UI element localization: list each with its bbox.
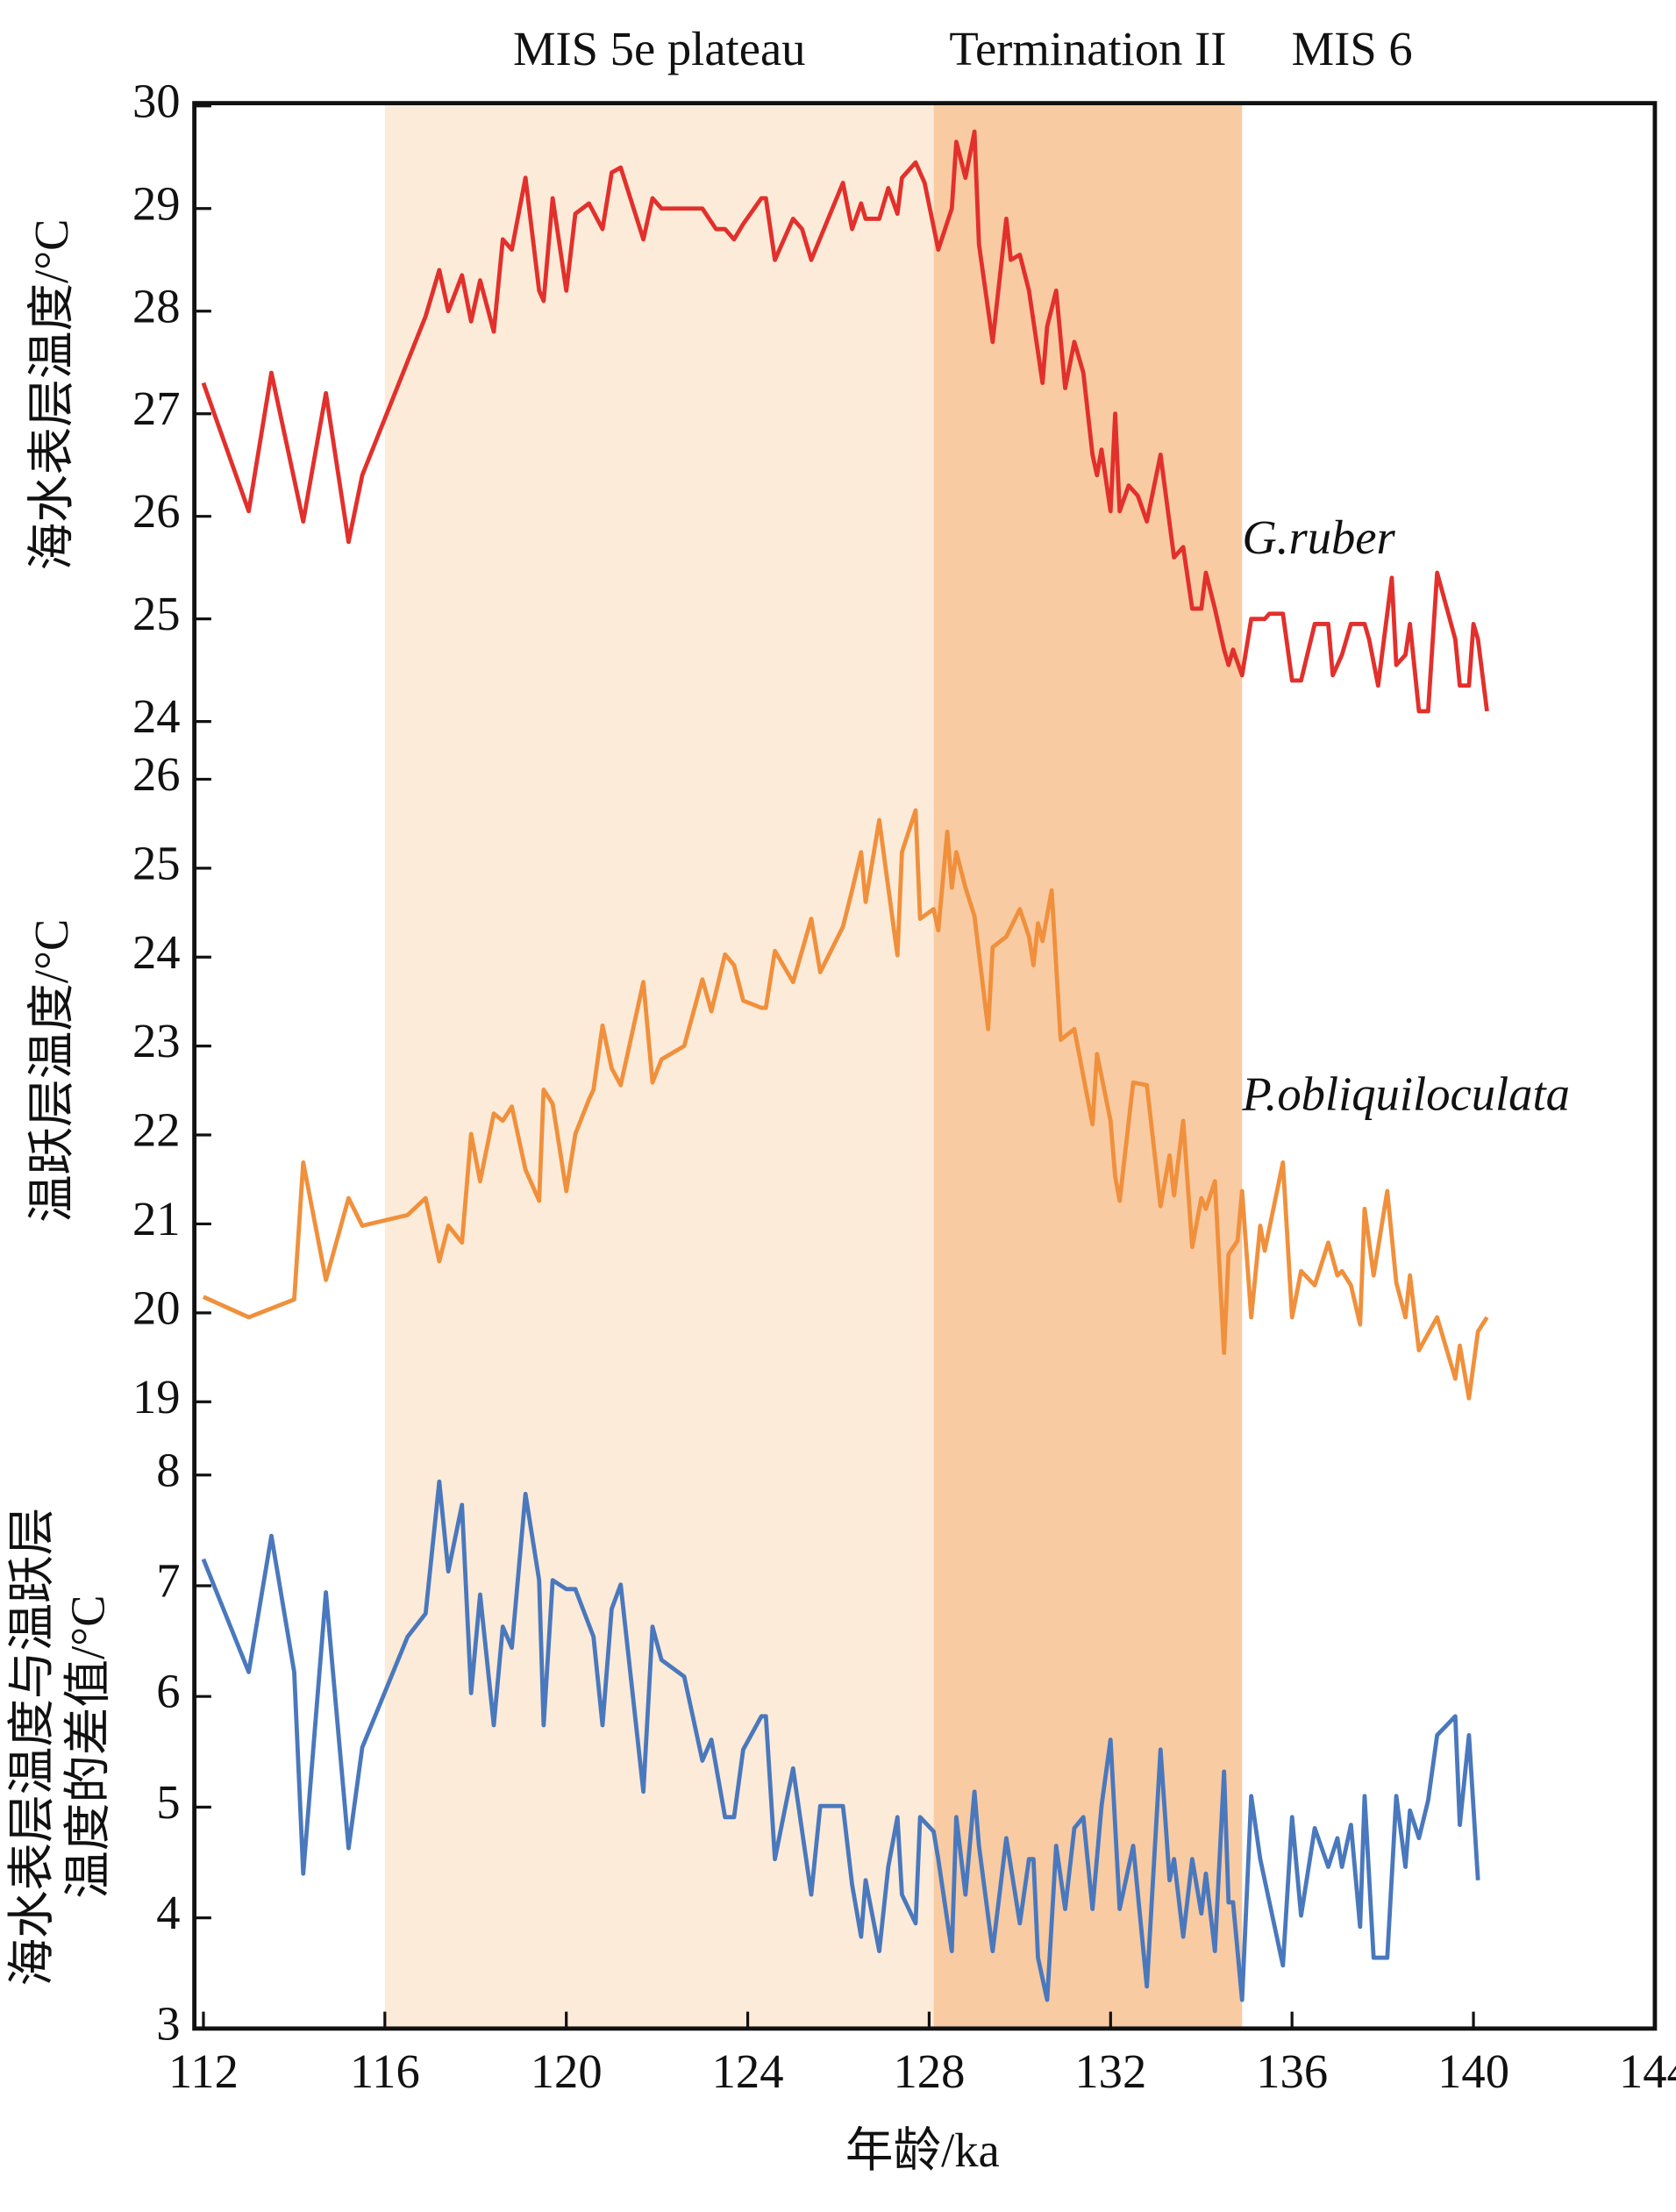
x-tick-label: 120 [531, 2044, 603, 2098]
y-tick-label: 21 [132, 1192, 181, 1245]
x-tick-label: 144 [1619, 2044, 1676, 2098]
y-tick-label: 24 [132, 925, 181, 979]
x-tick-label: 116 [350, 2044, 420, 2098]
y-tick-label: 22 [132, 1103, 181, 1157]
y-tick-label: 27 [132, 382, 181, 435]
series-label: P.obliquiloculata [1241, 1067, 1570, 1121]
y-tick-label: 24 [132, 689, 181, 743]
x-tick-label: 112 [168, 2044, 239, 2098]
y-tick-label: 26 [132, 484, 181, 538]
y-tick-label: 25 [132, 587, 181, 640]
y-tick-label: 29 [132, 176, 181, 230]
y-tick-label: 7 [156, 1553, 180, 1607]
y-axis-label: 海水表层温度与温跃层 [4, 1508, 58, 1987]
annotation: MIS 6 [1292, 22, 1413, 75]
x-tick-label: 136 [1256, 2044, 1328, 2098]
x-tick-label: 132 [1074, 2044, 1146, 2098]
y-tick-label: 26 [132, 747, 181, 801]
x-tick-label: 140 [1437, 2044, 1509, 2098]
data-line [201, 1479, 1480, 2002]
x-axis-label: 年龄/ka [845, 2123, 1000, 2177]
y-tick-label: 6 [156, 1665, 180, 1718]
y-tick-label: 30 [132, 74, 181, 127]
x-tick-label: 124 [712, 2044, 784, 2098]
y-tick-label: 28 [132, 279, 181, 332]
x-tick-label: 128 [893, 2044, 965, 2098]
data-line [201, 129, 1489, 714]
period-band [933, 103, 1243, 2029]
y-tick-label: 25 [132, 836, 181, 889]
y-tick-label: 20 [132, 1281, 181, 1334]
y-tick-label: 5 [156, 1775, 180, 1829]
period-label: MIS 5e plateau [513, 22, 806, 75]
y-tick-label: 19 [132, 1370, 181, 1424]
y-tick-label: 3 [156, 1996, 180, 2050]
period-label: Termination II [949, 22, 1226, 75]
y-tick-label: 8 [156, 1443, 180, 1496]
y-tick-label: 23 [132, 1014, 181, 1067]
series-label: G.ruber [1242, 510, 1395, 564]
y-axis-label: 温跃层温度/°C [25, 919, 78, 1223]
y-tick-label: 4 [156, 1886, 180, 1939]
data-line [202, 808, 1489, 1401]
y-axis-label: 温度的差值/°C [61, 1595, 115, 1898]
plot-frame [192, 101, 1658, 2031]
y-axis-label: 海水表层温度/°C [25, 219, 78, 571]
